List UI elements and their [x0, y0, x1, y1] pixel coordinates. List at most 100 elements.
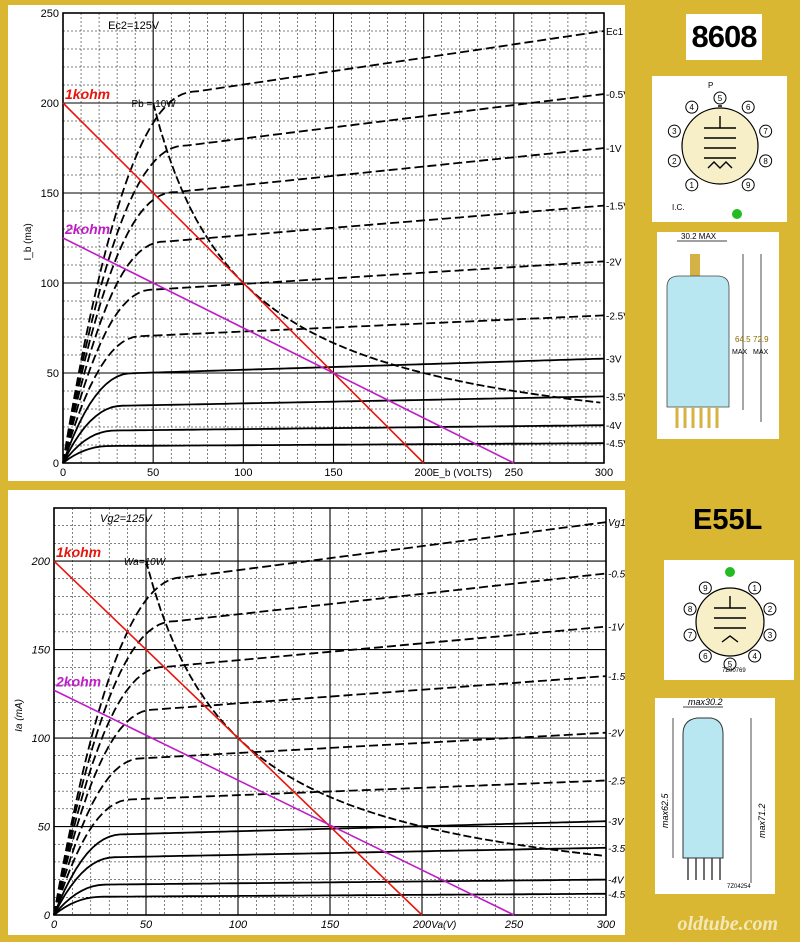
pin-circle	[723, 657, 737, 671]
basing-p-label: P	[708, 81, 713, 90]
dissipation-label: Pb = 10W	[132, 99, 177, 110]
outline-drawing-e55l: max30.2 max62.5 max71.2 7Z04254	[655, 697, 775, 894]
dim-width-8608: 30.2 MAX	[681, 232, 717, 241]
y-tick-label: 150	[41, 188, 59, 200]
plate-curve	[53, 625, 607, 916]
dissipation-curve	[152, 102, 601, 404]
screen-voltage-annotation: Ec2=125V	[108, 20, 160, 32]
plate-curve	[53, 846, 607, 916]
basing-diagram-8608-svg: 1 2 3 4 5 6 7 8 9 P I.C.	[667, 81, 773, 219]
curve-label: -1V	[606, 144, 622, 155]
curve-label: Vg1 = 0V	[608, 518, 625, 529]
plate-curve	[62, 395, 605, 464]
curve-label: -2V	[606, 257, 622, 268]
pin1-marker	[732, 209, 742, 219]
curve-label: -1V	[608, 623, 625, 634]
pin-circle	[667, 124, 681, 138]
pin-number: 9	[703, 584, 708, 593]
y-tick-label: 150	[32, 645, 51, 657]
curve-label: -3V	[606, 355, 622, 366]
load-line-label-2kohm: 2kohm	[55, 673, 101, 689]
pin-circle	[763, 628, 777, 642]
pin-number: 1	[690, 181, 695, 190]
x-tick-label: 200	[412, 919, 432, 931]
x-tick-label: 150	[324, 467, 342, 479]
plot-frame	[53, 507, 607, 916]
pin-circle	[741, 100, 755, 114]
y-tick-label: 50	[47, 368, 59, 380]
y-tick-label: 200	[31, 556, 51, 568]
code-e55l-outline: 7Z04254	[727, 884, 751, 890]
dim-h1-8608: 64.5	[735, 335, 751, 344]
curve-label: -0.5V	[608, 569, 625, 580]
plate-curve	[53, 521, 607, 916]
pin-circle	[698, 649, 712, 663]
y-tick-label: 250	[41, 8, 59, 20]
curve-label: -4V	[608, 876, 625, 887]
pin-circle	[763, 602, 777, 616]
pin-circle	[748, 581, 762, 595]
load-line-2kohm	[53, 689, 515, 916]
pin-circle	[685, 178, 699, 192]
tube-label-e55l: E55L	[693, 504, 763, 536]
curve-label: -2.5V	[608, 777, 625, 788]
curve-label: -3.5V	[606, 392, 625, 403]
curve-label: -4.5V	[608, 890, 625, 901]
x-tick-label: 150	[321, 919, 340, 931]
y-tick-label: 100	[41, 278, 59, 290]
x-tick-label: 250	[504, 919, 524, 931]
dim-width-e55l: max30.2	[688, 698, 723, 707]
pin-circle	[748, 649, 762, 663]
plate-curve	[62, 442, 604, 464]
pin-number: 8	[688, 605, 693, 614]
plate-curve	[53, 675, 607, 916]
dissipation-curve	[145, 560, 603, 857]
chart-e55l-panel: 0 50 100 150 200 250 300 0 50 100 150 200 Va(V) Ia (m…	[8, 490, 651, 935]
watermark: oldtube.com	[677, 913, 778, 935]
pin-circle	[759, 124, 773, 138]
y-axis-label: Ia (mA)	[14, 699, 25, 732]
outline-8608-svg: 30.2 MAX 64.5 72.9 MAX MAX	[666, 232, 769, 428]
plate-curve	[62, 30, 605, 464]
plate-curve	[53, 731, 607, 916]
basing-diagram-e55l-svg: 1 2 3 4 5 6 7 8 9 7Z00769	[683, 567, 777, 674]
curve-label: -3V	[608, 817, 625, 828]
load-line-2kohm	[62, 237, 515, 464]
pin-circle	[683, 628, 697, 642]
plate-curve	[53, 892, 606, 916]
x-tick-label: 100	[234, 467, 252, 479]
load-line-label-1kohm: 1kohm	[65, 86, 110, 102]
plate-curve	[62, 424, 605, 464]
pin-number: 4	[752, 652, 757, 661]
basing-diagram-e55l: 1 2 3 4 5 6 7 8 9 7Z00769	[664, 560, 794, 680]
curve-label: -1.5V	[608, 672, 625, 683]
x-tick-label: 50	[140, 919, 153, 931]
x-axis-label: E_b (VOLTS)	[433, 468, 492, 479]
pin-number: 7	[688, 631, 693, 640]
dim-h2-sub-8608: MAX	[753, 349, 769, 356]
curve-label: -3.5V	[608, 844, 625, 855]
x-tick-label: 300	[595, 467, 613, 479]
pin-number: 3	[672, 127, 677, 136]
y-tick-label: 0	[53, 458, 59, 470]
code-e55l-basing: 7Z00769	[722, 668, 746, 674]
y-axis-label: I_b (ma)	[23, 223, 34, 260]
load-line-1kohm	[53, 560, 423, 916]
pin-number: 8	[763, 157, 768, 166]
pin-number: 5	[718, 94, 723, 103]
y-tick-label: 100	[32, 733, 51, 745]
plate-curve	[53, 779, 607, 916]
dim-h2-e55l: max71.2	[757, 803, 767, 838]
curve-label: -0.5V	[606, 90, 625, 101]
pin-circle	[759, 154, 773, 168]
basing-ic-label: I.C.	[672, 203, 684, 212]
pin-number: 4	[690, 103, 695, 112]
tube-label-8608: 8608	[691, 19, 758, 54]
dim-h1-sub-8608: MAX	[732, 349, 748, 356]
plate-curve	[62, 147, 605, 464]
pin-number: 2	[768, 605, 773, 614]
pin-number: 6	[703, 652, 708, 661]
y-tick-label: 50	[38, 822, 51, 834]
pin-number: 5	[728, 660, 733, 669]
